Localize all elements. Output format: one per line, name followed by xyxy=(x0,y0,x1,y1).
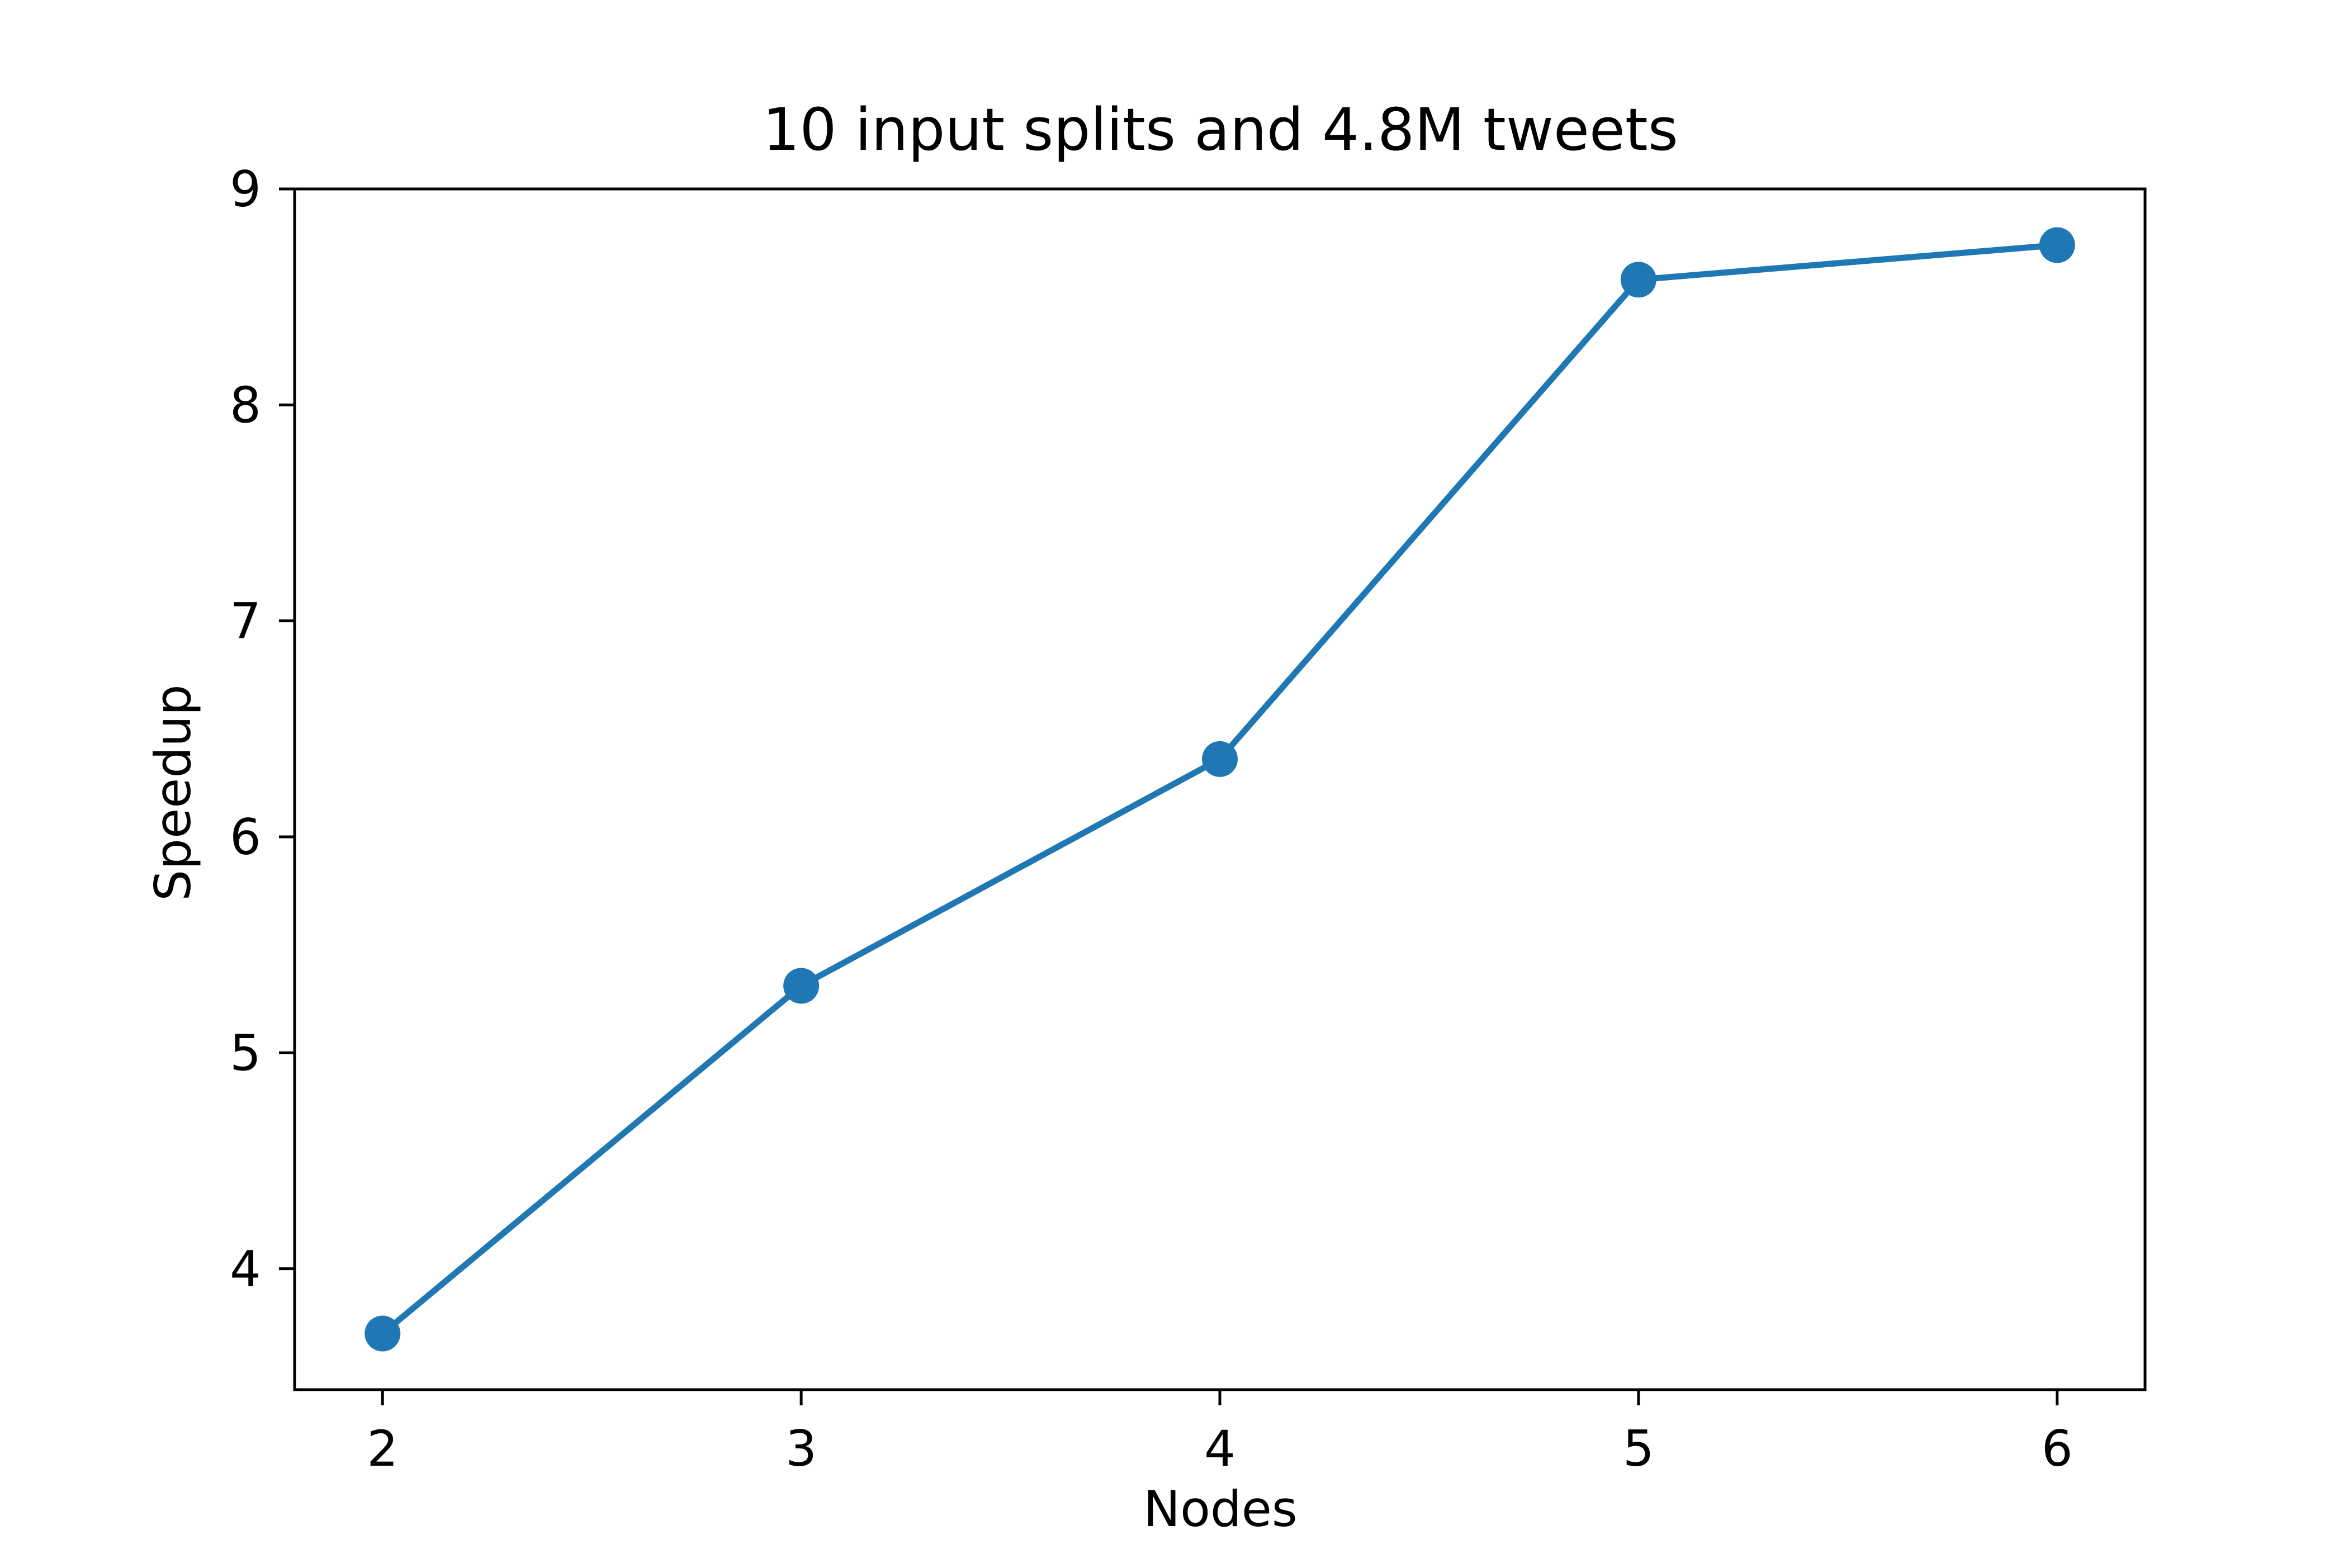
y-tick-label: 8 xyxy=(230,376,261,434)
x-tick-label: 4 xyxy=(1204,1420,1235,1477)
y-tick-label: 9 xyxy=(230,160,261,218)
data-point xyxy=(783,968,820,1004)
y-tick-label: 7 xyxy=(230,593,261,650)
data-point xyxy=(1202,741,1238,777)
data-point xyxy=(2039,227,2075,263)
data-point xyxy=(364,1315,401,1352)
y-axis-label: Speedup xyxy=(144,684,202,901)
x-tick-label: 2 xyxy=(367,1420,398,1477)
y-tick-label: 6 xyxy=(230,808,261,866)
x-tick-label: 5 xyxy=(1623,1420,1654,1477)
x-axis-ticks: 2 3 4 5 6 xyxy=(367,1390,2073,1477)
x-axis-label: Nodes xyxy=(1143,1480,1298,1538)
y-tick-label: 4 xyxy=(230,1240,261,1298)
data-point xyxy=(1620,262,1656,298)
chart-title: 10 input splits and 4.8M tweets xyxy=(763,96,1678,164)
y-axis-ticks: 4 5 6 7 8 9 xyxy=(230,160,295,1298)
x-tick-label: 6 xyxy=(2042,1420,2073,1477)
y-tick-label: 5 xyxy=(230,1024,261,1082)
x-tick-label: 3 xyxy=(785,1420,817,1477)
series-layer xyxy=(364,227,2075,1352)
